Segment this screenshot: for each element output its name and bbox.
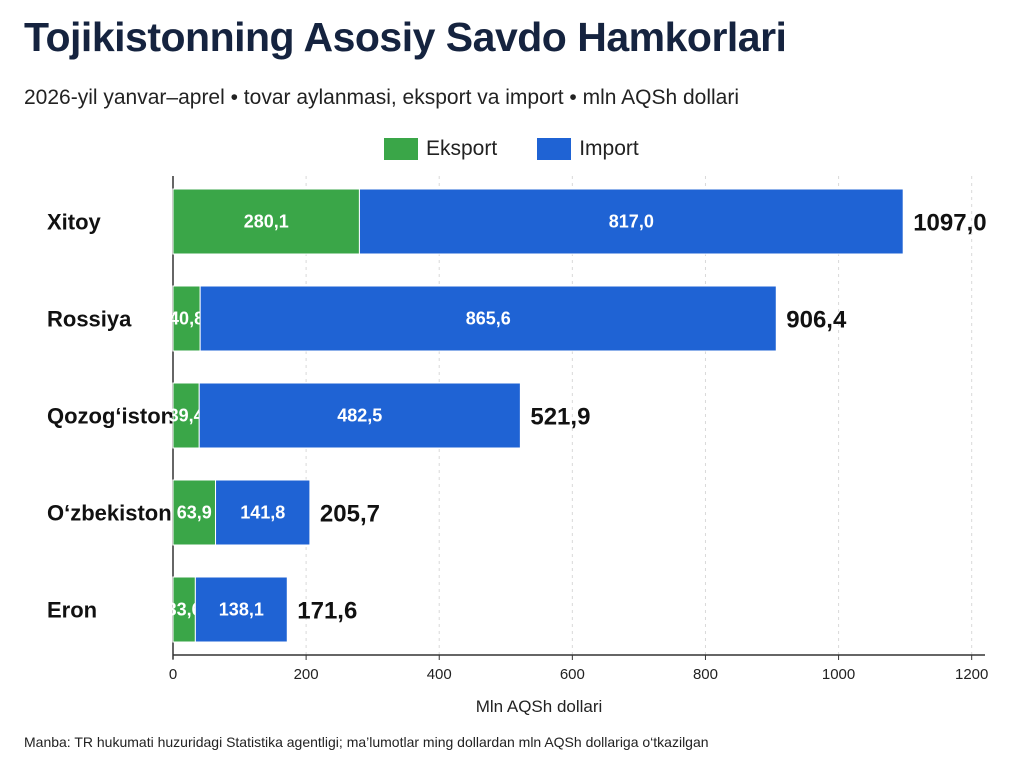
bar-export-2 xyxy=(172,382,200,449)
bar-import-4 xyxy=(194,576,288,643)
x-tick-label-1200: 1200 xyxy=(955,666,988,683)
x-tick-label-600: 600 xyxy=(560,666,585,683)
category-label-0: Xitoy xyxy=(47,210,102,235)
category-label-3: O‘zbekiston xyxy=(47,501,172,526)
total-label-1: 906,4 xyxy=(786,307,847,334)
bar-label-import-4: 138,1 xyxy=(219,600,264,620)
total-label-3: 205,7 xyxy=(320,501,380,528)
chart-title: Tojikistonning Asosiy Savdo Hamkorlari xyxy=(24,14,787,60)
bar-label-export-4: 33,6 xyxy=(167,600,202,620)
total-label-0: 1097,0 xyxy=(913,210,986,237)
x-tick-label-800: 800 xyxy=(693,666,718,683)
total-label-2: 521,9 xyxy=(530,404,590,431)
bar-label-export-3: 63,9 xyxy=(177,503,212,523)
bar-label-export-2: 39,4 xyxy=(169,406,204,426)
bar-import-0 xyxy=(358,188,904,255)
bar-label-import-3: 141,8 xyxy=(240,503,285,523)
legend-swatch-export xyxy=(384,138,418,160)
stacked-bar-chart: 0 200 400 600 800 1000 1200 Mln AQSh dollari Xit… xyxy=(47,176,988,716)
bar-label-import-0: 817,0 xyxy=(609,212,654,232)
bar-export-1 xyxy=(172,285,201,352)
bar-export-3 xyxy=(172,479,217,546)
chart-subtitle: 2026-yil yanvar–aprel • tovar aylanmasi,… xyxy=(24,86,740,109)
legend-swatch-import xyxy=(537,138,572,160)
bar-label-import-2: 482,5 xyxy=(337,406,382,426)
x-tick-label-400: 400 xyxy=(427,666,452,683)
x-tick-label-200: 200 xyxy=(294,666,319,683)
legend-label-import: Import xyxy=(579,137,639,160)
bar-label-export-0: 280,1 xyxy=(244,212,289,232)
legend-item-export: Eksport xyxy=(384,137,497,161)
x-axis-title: Mln AQSh dollari xyxy=(476,697,603,716)
bar-export-0 xyxy=(172,188,360,255)
category-label-2: Qozog‘iston xyxy=(47,404,174,429)
bar-label-export-1: 40,8 xyxy=(169,309,204,329)
category-label-4: Eron xyxy=(47,598,97,623)
bar-import-3 xyxy=(215,479,311,546)
legend-item-import: Import xyxy=(537,137,639,161)
x-tick-label-1000: 1000 xyxy=(822,666,855,683)
bar-import-2 xyxy=(198,382,521,449)
category-label-1: Rossiya xyxy=(47,307,132,332)
legend: Eksport Import xyxy=(384,134,679,164)
bar-label-import-1: 865,6 xyxy=(466,309,511,329)
bar-import-1 xyxy=(199,285,777,352)
total-label-4: 171,6 xyxy=(297,598,357,625)
x-tick-label-0: 0 xyxy=(169,666,177,683)
legend-label-export: Eksport xyxy=(426,137,498,160)
source-note: Manba: TR hukumati huzuridagi Statistika… xyxy=(24,734,709,750)
